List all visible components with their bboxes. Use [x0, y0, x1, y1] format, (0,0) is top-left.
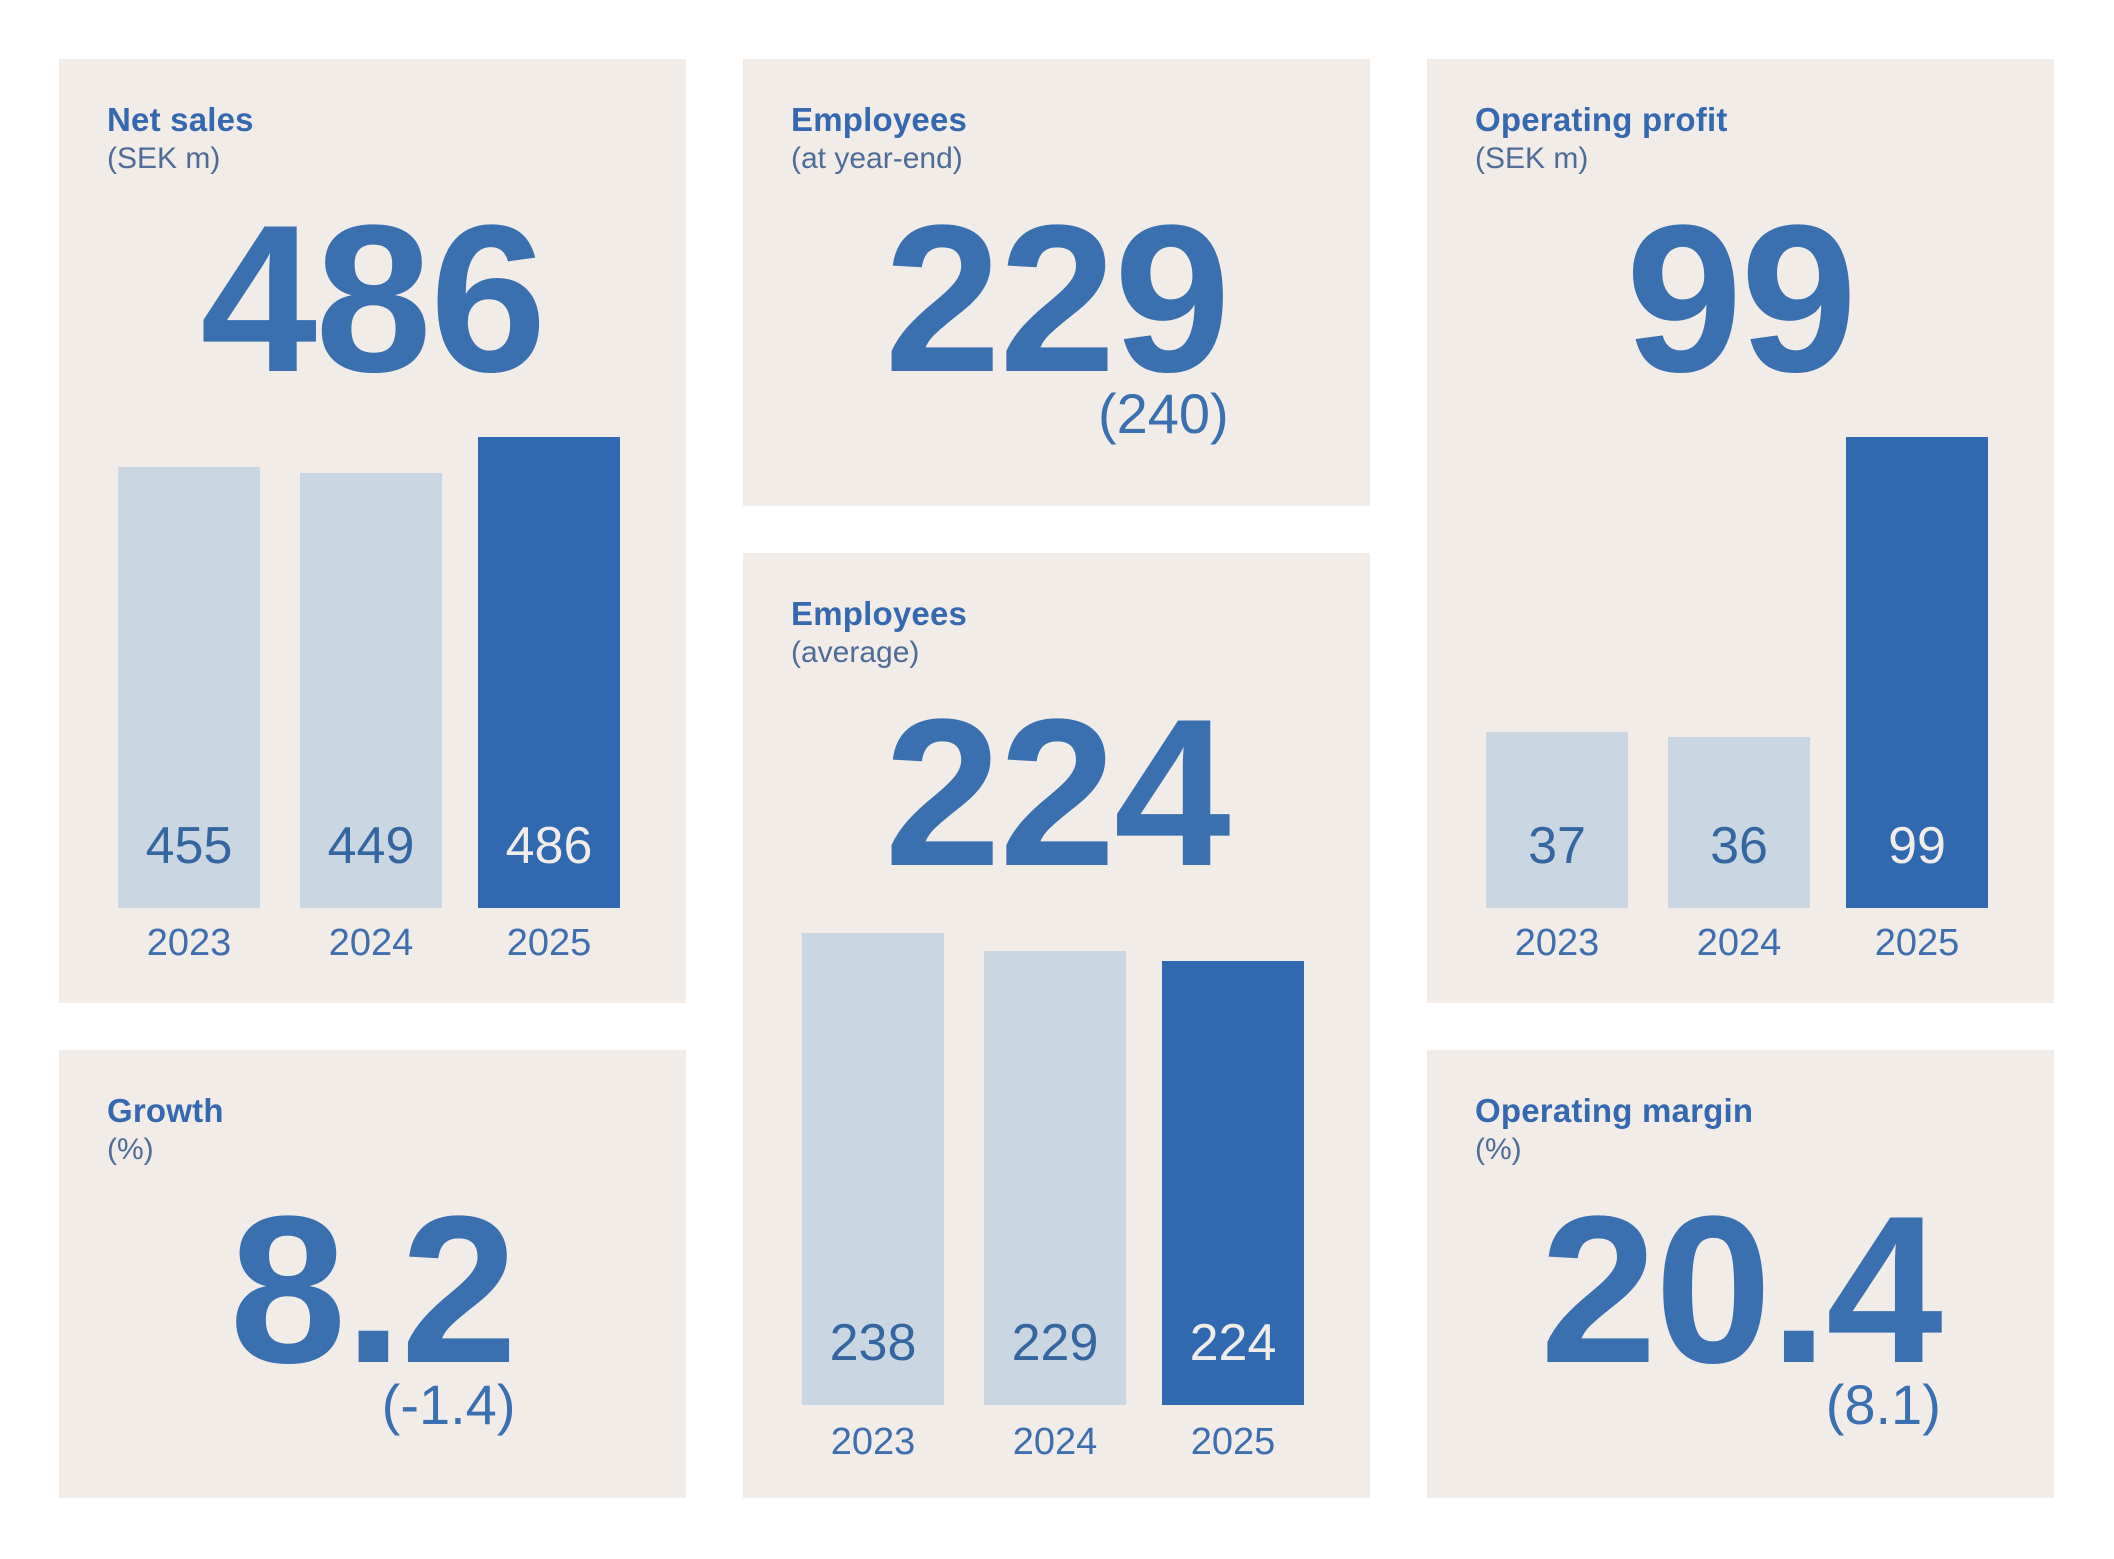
- bar-2023: 37: [1486, 732, 1628, 908]
- bar-2023: 455: [118, 467, 260, 908]
- bar-2025: 99: [1846, 437, 1988, 908]
- headline-number: 224: [884, 675, 1230, 910]
- headline-number-text: 229: [884, 181, 1230, 416]
- bar-value-label: 486: [505, 817, 593, 875]
- card-net-sales: Net sales (SEK m) 486 455 449 486 2023 2024…: [59, 59, 686, 1003]
- headline-sub-value: (240): [1097, 382, 1229, 445]
- headline: 224: [743, 688, 1370, 898]
- headline: 486: [59, 194, 686, 404]
- bar-chart: 455 449 486: [59, 437, 686, 908]
- bar-2025: 224: [1162, 961, 1304, 1405]
- headline-sub-value: (8.1): [1825, 1373, 1941, 1436]
- card-operating-profit: Operating profit (SEK m) 99 37 36 99 2023 2…: [1427, 59, 2054, 1003]
- year-label-2024: 2024: [1012, 1421, 1098, 1463]
- card-header: Operating profit (SEK m): [1475, 100, 1728, 178]
- card-title: Employees: [791, 595, 968, 632]
- bar-2025: 486: [478, 437, 620, 908]
- card-header: Employees (average): [791, 594, 967, 672]
- bar-value-label: 229: [1011, 1314, 1099, 1372]
- card-subtitle: (SEK m): [1475, 142, 1589, 175]
- headline: 20.4 (8.1): [1427, 1185, 2054, 1433]
- bar-value-label: 455: [145, 817, 233, 875]
- card-header: Employees (at year-end): [791, 100, 967, 178]
- headline-number: 8.2 (-1.4): [230, 1185, 518, 1433]
- year-label-2023: 2023: [146, 922, 232, 964]
- bar-2023: 238: [802, 933, 944, 1405]
- year-label-2024: 2024: [1696, 922, 1782, 964]
- card-subtitle: (average): [791, 636, 920, 669]
- card-header: Operating margin (%): [1475, 1091, 1753, 1169]
- headline: 99: [1427, 194, 2054, 404]
- bar-2024: 36: [1668, 737, 1810, 908]
- card-title: Net sales: [107, 101, 254, 138]
- year-label-2025: 2025: [1874, 922, 1960, 964]
- bar-value-label: 36: [1710, 817, 1768, 875]
- bar-value-label: 99: [1888, 817, 1946, 875]
- year-labels: 2023 2024 2025: [743, 1420, 1370, 1470]
- bar-value-label: 449: [327, 817, 415, 875]
- headline-number-text: 8.2: [229, 1172, 518, 1407]
- year-label-2025: 2025: [1190, 1421, 1276, 1463]
- card-employees-year-end: Employees (at year-end) 229 (240): [743, 59, 1370, 506]
- card-header: Net sales (SEK m): [107, 100, 254, 178]
- headline-number: 486: [200, 181, 546, 416]
- year-label-2024: 2024: [328, 922, 414, 964]
- card-employees-average: Employees (average) 224 238 229 224 2023 20…: [743, 553, 1370, 1498]
- headline: 229 (240): [743, 194, 1370, 442]
- headline: 8.2 (-1.4): [59, 1185, 686, 1433]
- card-title: Operating margin: [1475, 1092, 1754, 1129]
- card-title: Growth: [107, 1092, 224, 1129]
- card-title: Operating profit: [1475, 101, 1728, 138]
- card-subtitle: (at year-end): [791, 142, 963, 175]
- year-label-2023: 2023: [830, 1421, 916, 1463]
- headline-sub-value: (-1.4): [381, 1373, 516, 1436]
- year-label-2025: 2025: [506, 922, 592, 964]
- bar-value-label: 238: [829, 1314, 917, 1372]
- year-labels: 2023 2024 2025: [59, 921, 686, 971]
- card-growth: Growth (%) 8.2 (-1.4): [59, 1050, 686, 1498]
- bar-value-label: 224: [1189, 1314, 1277, 1372]
- year-label-2023: 2023: [1514, 922, 1600, 964]
- bar-2024: 449: [300, 473, 442, 908]
- card-title: Employees: [791, 101, 968, 138]
- card-subtitle: (SEK m): [107, 142, 221, 175]
- headline-number: 99: [1625, 181, 1858, 416]
- year-labels: 2023 2024 2025: [1427, 921, 2054, 971]
- headline-number: 229 (240): [884, 194, 1230, 442]
- headline-number-text: 20.4: [1540, 1172, 1943, 1407]
- bar-chart: 37 36 99: [1427, 437, 2054, 908]
- headline-number: 20.4 (8.1): [1540, 1185, 1943, 1433]
- bar-value-label: 37: [1528, 817, 1586, 875]
- card-header: Growth (%): [107, 1091, 224, 1169]
- card-subtitle: (%): [107, 1133, 154, 1166]
- bar-chart: 238 229 224: [743, 933, 1370, 1405]
- card-subtitle: (%): [1475, 1133, 1522, 1166]
- card-operating-margin: Operating margin (%) 20.4 (8.1): [1427, 1050, 2054, 1498]
- bar-2024: 229: [984, 951, 1126, 1405]
